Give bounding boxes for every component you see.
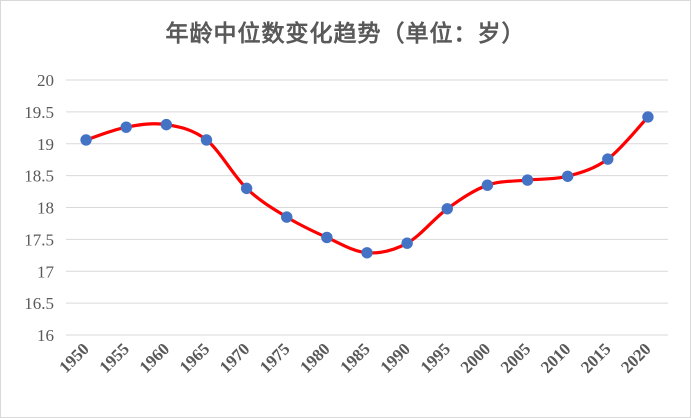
y-axis-ticks: 16 16.5 17 17.5 18 18.5 19 19.5 20 [24, 71, 54, 345]
x-axis-ticks: 1950 1955 1960 1965 1970 1975 1980 1985 1990 1995… [55, 339, 654, 376]
x-tick-label: 1960 [136, 339, 173, 376]
data-point [80, 134, 92, 146]
y-tick-label: 19 [37, 135, 54, 154]
y-tick-label: 20 [37, 71, 54, 90]
y-tick-label: 16 [37, 326, 54, 345]
x-tick-label: 1995 [417, 339, 454, 376]
y-tick-label: 18.5 [24, 167, 54, 186]
x-tick-label: 1980 [296, 339, 333, 376]
x-tick-label: 1990 [376, 339, 413, 376]
data-point [120, 121, 132, 133]
data-point [602, 153, 614, 165]
data-point [561, 170, 574, 182]
x-tick-label: 2010 [537, 339, 574, 376]
data-point [401, 237, 413, 249]
chart-title: 年龄中位数变化趋势（单位：岁） [165, 21, 526, 47]
data-point [361, 247, 373, 259]
x-tick-label: 1950 [55, 339, 92, 376]
x-tick-label: 2005 [497, 339, 534, 376]
x-tick-label: 2020 [617, 339, 654, 376]
data-point [160, 118, 173, 131]
y-tick-label: 17 [37, 262, 55, 281]
x-tick-label: 2015 [577, 339, 614, 376]
x-tick-label: 1965 [176, 339, 213, 376]
data-point [240, 182, 253, 195]
data-point [521, 174, 534, 186]
x-tick-label: 1975 [256, 339, 293, 376]
y-tick-label: 17.5 [24, 230, 54, 249]
data-point [441, 203, 453, 215]
y-tick-label: 18 [37, 199, 54, 218]
gridlines [66, 79, 668, 336]
x-tick-label: 2000 [457, 339, 494, 376]
data-point [281, 211, 293, 223]
x-tick-label: 1970 [216, 339, 253, 376]
y-tick-label: 19.5 [24, 103, 54, 122]
data-point [321, 231, 333, 244]
data-point [642, 111, 654, 123]
series-layer [80, 111, 654, 259]
series-line [85, 115, 650, 255]
x-tick-label: 1985 [336, 339, 373, 376]
y-tick-label: 16.5 [24, 294, 54, 313]
data-point [481, 179, 494, 191]
data-point [200, 134, 213, 146]
x-tick-label: 1955 [96, 339, 133, 376]
